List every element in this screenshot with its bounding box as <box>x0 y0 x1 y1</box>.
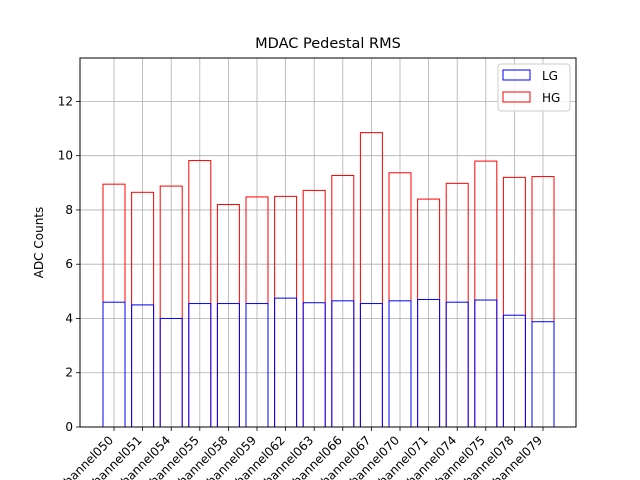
legend-label-hg: HG <box>542 91 560 105</box>
grid-lines <box>80 58 576 428</box>
y-tick-label: 2 <box>65 366 73 380</box>
plot-frame <box>79 57 577 428</box>
y-axis: 0 2 4 6 8 10 12 <box>58 94 80 434</box>
chart-title: MDAC Pedestal RMS <box>255 36 401 52</box>
series-lg <box>102 297 555 428</box>
y-tick-label: 8 <box>65 203 73 217</box>
legend-box <box>497 63 571 112</box>
y-tick-label: 12 <box>58 94 73 108</box>
y-tick-label: 4 <box>65 311 73 325</box>
series-hg <box>102 132 555 428</box>
legend: LG HG <box>497 63 571 112</box>
legend-label-lg: LG <box>542 69 558 83</box>
y-tick-label: 6 <box>65 257 73 271</box>
x-axis: channel050channel051channel054channel055… <box>56 427 545 480</box>
y-axis-label: ADC Counts <box>32 207 46 279</box>
legend-swatch-lg <box>502 69 531 81</box>
y-tick-label: 10 <box>58 149 73 163</box>
legend-swatch-hg <box>502 91 531 103</box>
y-tick-label: 0 <box>65 420 73 434</box>
bars <box>102 132 555 428</box>
